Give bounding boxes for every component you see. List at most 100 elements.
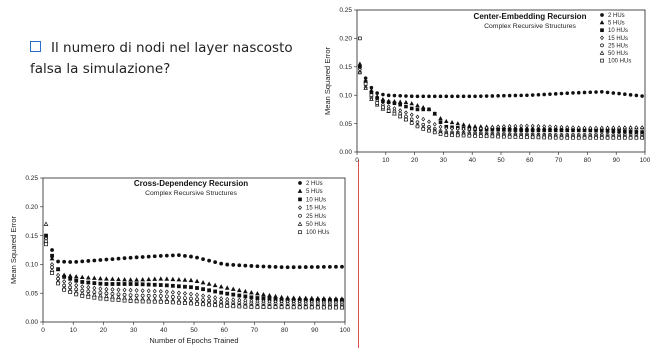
legend-entry: 50 HUs: [599, 50, 628, 57]
data-point: [122, 298, 127, 303]
data-point: [340, 264, 344, 269]
legend-marker: [600, 28, 604, 33]
data-point: [225, 304, 230, 308]
legend-marker: [298, 213, 302, 218]
data-point: [321, 265, 326, 269]
data-point: [617, 91, 621, 96]
data-point: [67, 273, 73, 278]
data-point: [134, 299, 139, 304]
data-point: [128, 299, 133, 303]
data-point: [375, 101, 379, 105]
chart-center-embedding: 0 10 20 30 40 50 60 70 80 90 100 0.00 0.05 0.10 0.15 0.…: [323, 7, 650, 164]
data-point: [421, 94, 426, 99]
data-point: [49, 267, 55, 272]
x-tick-label: 20: [100, 327, 108, 334]
data-point: [170, 253, 175, 258]
data-point: [255, 291, 260, 296]
data-point: [62, 279, 67, 284]
data-point: [542, 124, 547, 129]
data-point: [398, 102, 403, 107]
legend-marker: [297, 221, 303, 226]
data-point: [170, 295, 175, 299]
data-point: [237, 263, 242, 268]
data-point: [79, 274, 85, 280]
data-point: [519, 93, 523, 98]
series-2-hus: [44, 236, 344, 270]
data-point: [92, 281, 97, 286]
data-point: [73, 274, 79, 279]
data-point: [588, 125, 593, 131]
data-point: [92, 285, 97, 291]
data-point: [467, 123, 472, 128]
data-point: [559, 91, 564, 96]
data-point: [183, 301, 187, 305]
data-point: [170, 276, 176, 282]
data-point: [536, 92, 541, 97]
data-point: [548, 92, 552, 96]
data-point: [530, 123, 535, 129]
data-point: [553, 128, 558, 133]
data-point: [473, 126, 477, 132]
data-point: [381, 105, 385, 110]
data-point: [467, 94, 472, 99]
data-point: [640, 136, 644, 140]
bullet-text: Il numero di nodi nel layer nascosto fal…: [30, 40, 293, 77]
data-point: [315, 305, 320, 310]
legend-entry: 2 HUs: [298, 181, 323, 187]
data-point: [409, 101, 414, 106]
data-point: [122, 282, 127, 286]
data-point: [617, 129, 621, 134]
data-point: [146, 276, 152, 282]
data-point: [213, 260, 218, 265]
data-point: [565, 91, 570, 96]
data-point: [207, 288, 212, 293]
data-point: [404, 94, 408, 98]
data-point: [334, 305, 338, 310]
data-point: [152, 299, 157, 304]
legend-marker: [600, 13, 604, 17]
data-point: [110, 276, 115, 281]
data-point: [479, 134, 483, 138]
data-point: [403, 99, 409, 105]
legend-entry: 15 HUs: [600, 35, 628, 42]
data-point: [261, 264, 266, 269]
data-point: [479, 94, 483, 98]
legend-label: 25 HUs: [608, 43, 628, 49]
data-point: [432, 111, 437, 116]
data-point: [473, 94, 477, 99]
data-point: [201, 287, 205, 292]
data-point: [611, 125, 616, 131]
data-point: [432, 122, 437, 127]
data-point: [328, 264, 332, 269]
data-point: [297, 305, 302, 310]
data-point: [195, 255, 199, 260]
data-point: [255, 305, 260, 309]
data-point: [50, 248, 54, 252]
data-point: [104, 282, 109, 286]
data-point: [164, 300, 169, 304]
data-point: [398, 93, 403, 98]
data-point: [628, 93, 633, 97]
data-point: [501, 124, 506, 129]
data-point: [594, 90, 598, 94]
y-tick-label: 0.00: [25, 319, 38, 326]
data-point: [582, 125, 587, 131]
data-point: [357, 61, 363, 66]
legend-marker: [600, 43, 604, 48]
data-point: [86, 284, 91, 290]
data-point: [146, 299, 151, 304]
data-point: [176, 290, 181, 296]
data-point: [110, 287, 115, 292]
x-tick-label: 30: [440, 157, 448, 164]
data-point: [455, 121, 461, 126]
data-point: [519, 123, 524, 129]
data-point: [170, 289, 175, 295]
data-point: [571, 136, 575, 140]
data-point: [559, 136, 564, 140]
data-point: [634, 130, 639, 134]
data-point: [74, 282, 79, 288]
data-point: [68, 276, 73, 281]
data-point: [536, 123, 541, 129]
data-point: [553, 124, 558, 130]
data-point: [110, 282, 115, 286]
